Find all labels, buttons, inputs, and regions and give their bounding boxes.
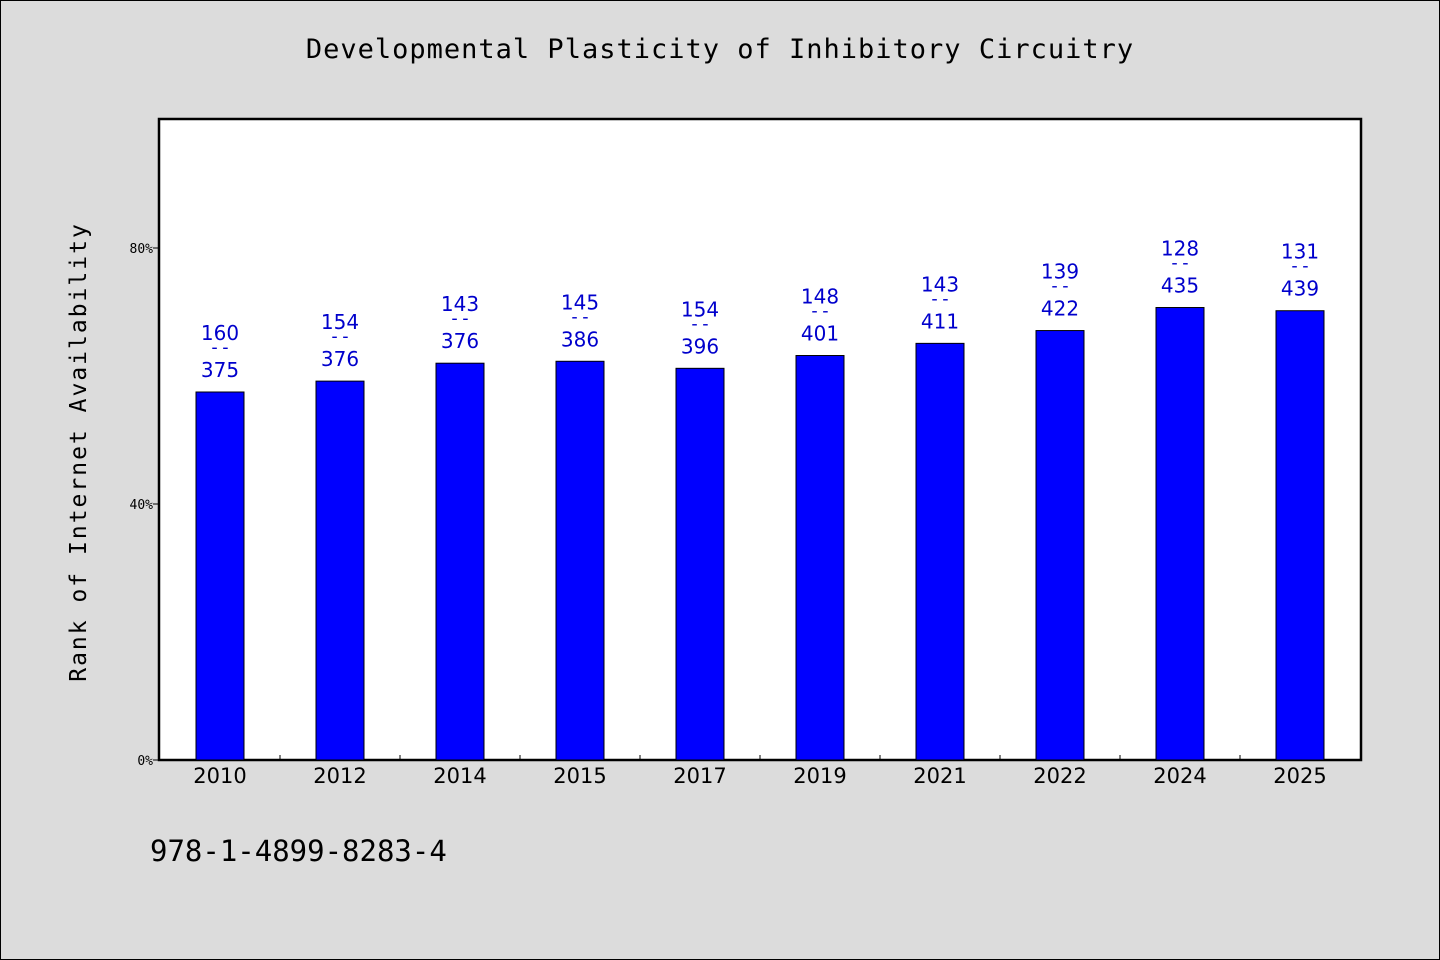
y-tick-label-0: 0% [137, 754, 153, 769]
bar-2021 [915, 342, 965, 761]
x-tick-label-2012: 2012 [313, 764, 366, 788]
x-tick-label-2021: 2021 [913, 764, 966, 788]
y-tick-label-80: 80% [130, 242, 154, 257]
bar-label-top-2019: 148 [801, 285, 839, 309]
bar-label-sep-2021: -- [929, 288, 951, 309]
x-tick-label-2017: 2017 [673, 764, 726, 788]
bar-label-sep-2025: -- [1289, 256, 1311, 277]
bar-label-sep-2019: -- [809, 301, 831, 322]
x-tick-label-2019: 2019 [793, 764, 846, 788]
bar-label-top-2017: 154 [681, 297, 719, 321]
bar-label-top-2022: 139 [1041, 260, 1079, 284]
bar-2019 [795, 355, 845, 761]
bar-2025 [1275, 310, 1325, 761]
bar-label-bottom-2012: 376 [321, 347, 359, 371]
bar-label-sep-2024: -- [1169, 253, 1191, 274]
isbn-footnote: 978-1-4899-8283-4 [150, 834, 447, 868]
bar-label-top-2014: 143 [441, 292, 479, 316]
bar-2010 [195, 391, 245, 761]
bar-label-top-2010: 160 [201, 321, 239, 345]
x-tick-label-2025: 2025 [1273, 764, 1326, 788]
bar-label-bottom-2015: 386 [561, 327, 599, 351]
x-tick-label-2024: 2024 [1153, 764, 1206, 788]
bar-label-sep-2010: -- [209, 337, 231, 358]
bar-label-sep-2015: -- [569, 306, 591, 327]
bar-2017 [675, 367, 725, 761]
bar-label-bottom-2022: 422 [1041, 297, 1079, 321]
bar-2014 [435, 362, 485, 761]
chart-title: Developmental Plasticity of Inhibitory C… [305, 34, 1135, 65]
bar-label-sep-2017: -- [689, 313, 711, 334]
bar-label-sep-2012: -- [329, 326, 351, 347]
bar-2022 [1035, 330, 1085, 761]
bar-label-bottom-2019: 401 [801, 322, 839, 346]
x-tick-label-2010: 2010 [193, 764, 246, 788]
x-tick-label-2014: 2014 [433, 764, 486, 788]
bar-label-top-2025: 131 [1281, 240, 1319, 264]
bar-label-sep-2022: -- [1049, 276, 1071, 297]
bar-label-bottom-2021: 411 [921, 309, 959, 333]
bar-2012 [315, 380, 365, 761]
bar-2024 [1155, 307, 1205, 761]
bar-label-bottom-2025: 439 [1281, 277, 1319, 301]
x-tick-label-2022: 2022 [1033, 764, 1086, 788]
bar-label-bottom-2017: 396 [681, 334, 719, 358]
bar-label-sep-2014: -- [449, 308, 471, 329]
bar-label-top-2024: 128 [1161, 237, 1199, 261]
x-tick-label-2015: 2015 [553, 764, 606, 788]
y-axis-label: Rank of Internet Availability [66, 222, 92, 682]
bar-label-bottom-2014: 376 [441, 329, 479, 353]
y-tick-label-40: 40% [130, 498, 154, 513]
bar-label-top-2015: 145 [561, 290, 599, 314]
bar-label-top-2012: 154 [321, 310, 359, 334]
bar-2015 [555, 360, 605, 761]
bar-label-bottom-2024: 435 [1161, 274, 1199, 298]
bar-label-bottom-2010: 375 [201, 358, 239, 382]
bar-label-top-2021: 143 [921, 272, 959, 296]
